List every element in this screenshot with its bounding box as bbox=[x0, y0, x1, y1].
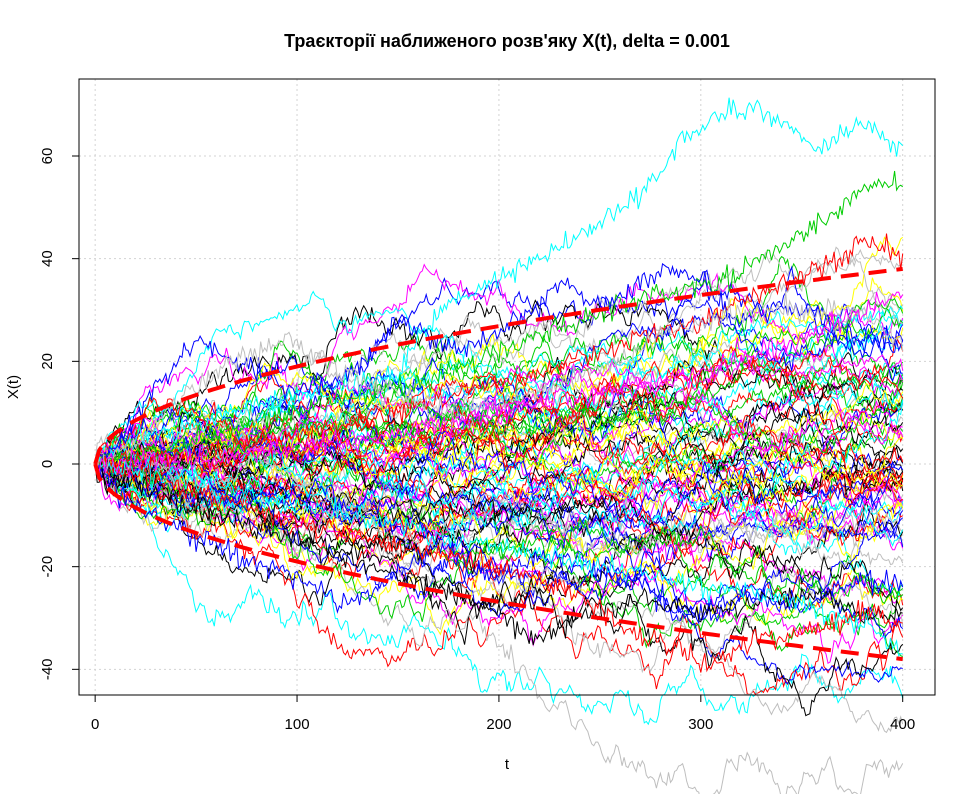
x-axis-label: t bbox=[505, 756, 510, 773]
trajectory bbox=[95, 463, 904, 550]
trajectory bbox=[94, 362, 903, 465]
trajectory bbox=[94, 443, 904, 547]
trajectory-magenta-high bbox=[94, 291, 904, 478]
trajectory bbox=[94, 315, 904, 520]
trajectory bbox=[94, 463, 903, 636]
trajectory bbox=[94, 246, 904, 474]
trajectory-cyan-high bbox=[94, 97, 904, 470]
chart-title: Траєкторії наближеного розв'яку X(t), de… bbox=[284, 31, 730, 51]
trajectory bbox=[94, 297, 904, 470]
trajectory bbox=[94, 417, 904, 529]
trajectory-cyan-low bbox=[94, 457, 903, 658]
axes: 0 100 200 300 400 -40 -20 0 20 40 60 bbox=[39, 148, 915, 733]
y-axis-label: X(t) bbox=[5, 375, 22, 399]
y-tick-label: 60 bbox=[39, 148, 56, 165]
trajectory bbox=[94, 448, 904, 734]
trajectory bbox=[94, 427, 904, 564]
envelope-lower bbox=[93, 463, 903, 662]
trajectory bbox=[94, 463, 904, 717]
trajectory-blue-low bbox=[94, 463, 904, 625]
trajectory bbox=[94, 437, 904, 524]
trajectory bbox=[94, 457, 904, 640]
envelope-lines bbox=[93, 266, 903, 662]
trajectory bbox=[94, 463, 904, 696]
trajectory bbox=[94, 429, 903, 619]
trajectory bbox=[95, 459, 904, 794]
y-tick-label: 0 bbox=[39, 460, 56, 468]
trajectory bbox=[94, 263, 904, 474]
trajectory-red-low bbox=[94, 456, 903, 673]
trajectory bbox=[94, 329, 904, 465]
trajectory-green-high bbox=[94, 170, 904, 475]
trajectory bbox=[94, 417, 904, 567]
trajectory bbox=[94, 430, 904, 587]
trajectory-black-low bbox=[94, 458, 904, 646]
x-tick-label: 400 bbox=[890, 716, 915, 733]
trajectory bbox=[94, 401, 904, 516]
x-tick-label: 200 bbox=[486, 716, 511, 733]
trajectory bbox=[94, 432, 904, 519]
trajectory bbox=[94, 362, 903, 503]
y-tick-label: -40 bbox=[39, 658, 56, 680]
envelope-upper bbox=[93, 266, 903, 465]
x-tick-label: 0 bbox=[91, 716, 99, 733]
trajectory bbox=[94, 290, 904, 465]
y-tick-label: 20 bbox=[39, 353, 56, 370]
x-tick-label: 100 bbox=[285, 716, 310, 733]
y-tick-label: -20 bbox=[39, 556, 56, 578]
trajectory bbox=[94, 356, 904, 478]
x-tick-label: 300 bbox=[688, 716, 713, 733]
trajectory bbox=[94, 358, 904, 480]
trajectory bbox=[94, 277, 904, 477]
y-tick-label: 40 bbox=[39, 250, 56, 267]
trajectory bbox=[94, 374, 904, 495]
highlighted-trajectories bbox=[94, 97, 904, 673]
trajectory bbox=[94, 302, 904, 480]
trajectory bbox=[94, 277, 904, 470]
trajectory bbox=[94, 382, 904, 474]
trajectory bbox=[94, 345, 904, 486]
trajectory bbox=[94, 457, 904, 726]
trajectory-red-high bbox=[94, 233, 904, 474]
